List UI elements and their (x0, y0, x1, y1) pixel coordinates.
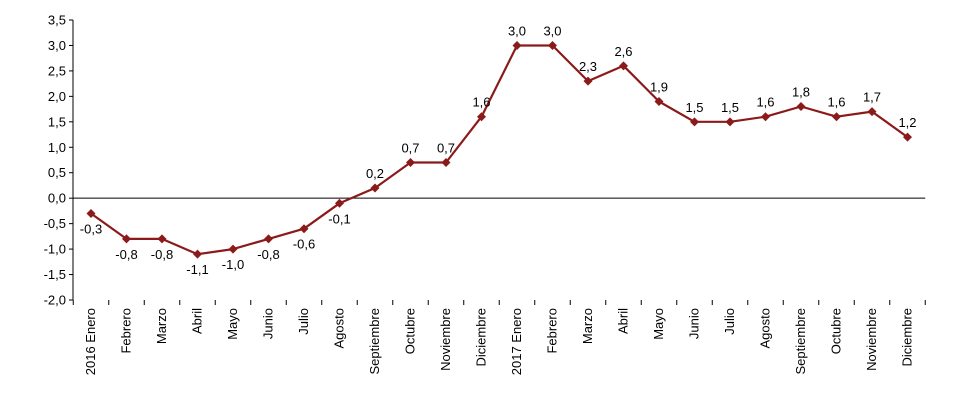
x-tick-label: Mayo (225, 308, 240, 340)
x-tick-label: Febrero (545, 308, 560, 354)
x-tick-label: Febrero (119, 308, 134, 354)
x-tick-label: Julio (296, 308, 311, 335)
x-tick-label: Abril (616, 308, 631, 334)
data-label: 1,9 (650, 79, 668, 94)
data-point (441, 158, 451, 168)
data-label: 0,7 (437, 141, 455, 156)
x-tick-label: Marzo (580, 308, 595, 344)
data-point (477, 112, 486, 122)
y-tick-label: 3,5 (48, 13, 66, 28)
y-tick-label: -0,5 (44, 216, 66, 231)
data-point (157, 234, 167, 244)
data-point (335, 198, 344, 208)
x-tick-label: Noviembre (438, 308, 453, 371)
data-label: 1,5 (685, 100, 703, 115)
data-point (548, 40, 557, 50)
data-point (619, 61, 628, 71)
data-label: 2,6 (614, 44, 632, 59)
data-label: 0,7 (401, 141, 419, 156)
data-label: -0,6 (293, 237, 315, 252)
data-point (690, 117, 699, 127)
y-tick-label: 0,0 (48, 191, 66, 206)
x-tick-label: Marzo (154, 308, 169, 344)
x-tick-label: Septiembre (367, 308, 382, 374)
data-point (193, 249, 202, 259)
y-tick-label: -1,5 (44, 267, 66, 282)
x-tick-label: Diciembre (474, 308, 489, 367)
x-tick-label: Octubre (829, 308, 844, 354)
y-tick-label: -2,0 (44, 293, 66, 308)
data-label: 1,6 (827, 95, 845, 110)
data-label: 1,8 (792, 85, 810, 100)
y-tick-label: 3,0 (48, 38, 66, 53)
x-tick-label: Septiembre (793, 308, 808, 374)
x-tick-label: Octubre (403, 308, 418, 354)
data-point (228, 244, 238, 254)
data-label: 1,6 (472, 95, 490, 110)
y-tick-label: 1,0 (48, 140, 66, 155)
data-label: 3,0 (543, 23, 561, 38)
x-tick-label: Junio (261, 308, 276, 339)
series-line (90, 44, 909, 256)
data-point (903, 132, 912, 142)
data-point (299, 224, 309, 234)
data-point (406, 158, 415, 168)
data-point (832, 112, 841, 122)
data-point (264, 234, 273, 244)
y-tick-label: 2,0 (48, 89, 66, 104)
x-tick-label: Julio (722, 308, 737, 335)
data-label: 3,0 (508, 23, 526, 38)
data-label: 1,7 (863, 90, 881, 105)
data-label: 1,5 (721, 100, 739, 115)
y-tick-label: 0,5 (48, 165, 66, 180)
y-tick-label: -1,0 (44, 242, 66, 257)
data-point (725, 117, 735, 127)
x-tick-label: 2016 Enero (83, 308, 98, 375)
data-label: 0,2 (366, 166, 384, 181)
data-point (122, 234, 131, 244)
data-label: 2,3 (579, 59, 597, 74)
data-label: 1,2 (898, 115, 916, 130)
data-point (86, 208, 96, 218)
data-label: -1,1 (186, 262, 208, 277)
y-tick-label: 2,5 (48, 63, 66, 78)
data-label: -0,8 (151, 247, 173, 262)
x-tick-label: 2017 Enero (509, 308, 524, 375)
x-tick-label: Diciembre (900, 308, 915, 367)
data-label: -1,0 (222, 257, 244, 272)
x-tick-label: Noviembre (864, 308, 879, 371)
data-label: -0,8 (257, 247, 279, 262)
y-tick-label: 1,5 (48, 114, 66, 129)
data-point (370, 183, 380, 193)
x-tick-label: Abril (190, 308, 205, 334)
data-label: -0,8 (115, 247, 137, 262)
data-point (583, 76, 593, 86)
x-tick-label: Junio (687, 308, 702, 339)
data-label: 1,6 (756, 95, 774, 110)
data-point (512, 40, 522, 50)
x-tick-label: Agosto (758, 308, 773, 348)
data-point (654, 96, 664, 106)
x-tick-label: Mayo (651, 308, 666, 340)
data-point (761, 112, 770, 122)
x-tick-label: Agosto (332, 308, 347, 348)
data-point (867, 107, 877, 117)
data-label: -0,1 (328, 211, 350, 226)
data-point (796, 102, 806, 112)
data-label: -0,3 (80, 221, 102, 236)
